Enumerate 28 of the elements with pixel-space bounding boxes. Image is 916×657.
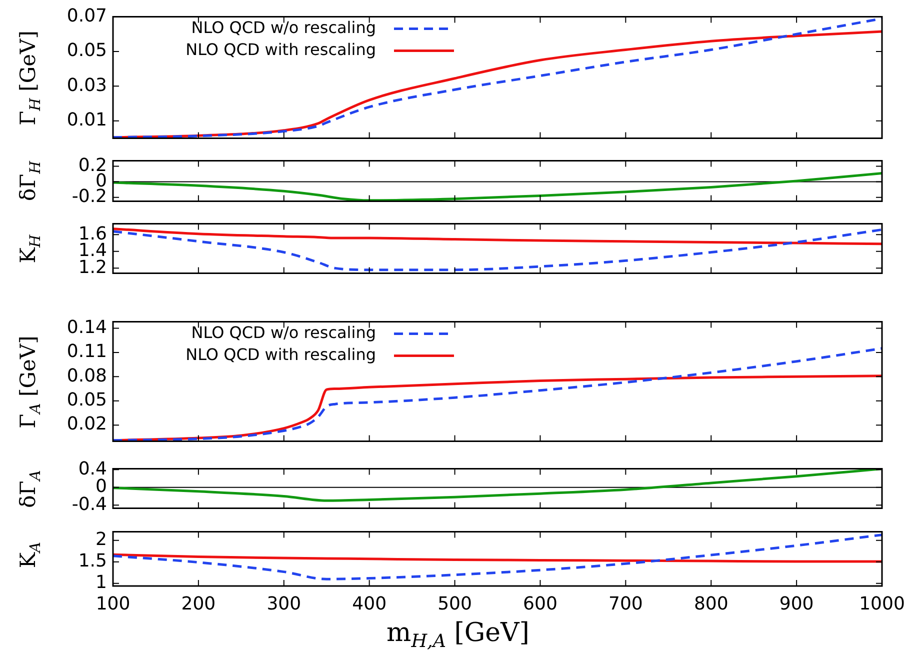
y-tick-label: 0.08 xyxy=(66,365,107,386)
x-tick-label: 600 xyxy=(523,593,558,614)
y-tick-label: 0.11 xyxy=(66,341,107,362)
y-tick-label: 1.5 xyxy=(78,550,107,572)
legend-label: NLO QCD with rescaling xyxy=(186,344,376,364)
x-tick-label: 700 xyxy=(608,593,643,614)
y-tick-label: 0.14 xyxy=(66,316,107,338)
y-tick-label: 0.07 xyxy=(66,5,107,26)
x-tick-label: 500 xyxy=(438,593,472,614)
y-tick-label: 0.03 xyxy=(66,74,107,96)
y-tick-label: 0.05 xyxy=(66,40,107,62)
y-tick-label: 0.01 xyxy=(66,110,107,131)
legend-label: NLO QCD w/o rescaling xyxy=(191,18,376,37)
y-tick-label: 0.05 xyxy=(66,390,107,411)
y-tick-label: 1.2 xyxy=(78,256,107,278)
x-tick-label: 400 xyxy=(352,593,387,614)
x-tick-label: 200 xyxy=(181,593,216,614)
x-tick-label: 300 xyxy=(266,593,302,614)
y-tick-label: 2 xyxy=(96,529,107,550)
x-tick-label: 800 xyxy=(694,593,728,614)
x-axis-title: m$_{H,A}$ [GeV] xyxy=(386,618,530,652)
y-tick-label: 0.02 xyxy=(66,414,107,435)
x-tick-label: 1000 xyxy=(859,593,905,614)
x-tick-label: 900 xyxy=(779,593,814,614)
x-tick-label: 100 xyxy=(96,593,130,614)
y-tick-label: 1 xyxy=(96,572,107,594)
legend-label: NLO QCD with rescaling xyxy=(186,40,376,59)
legend-label: NLO QCD w/o rescaling xyxy=(191,322,376,342)
